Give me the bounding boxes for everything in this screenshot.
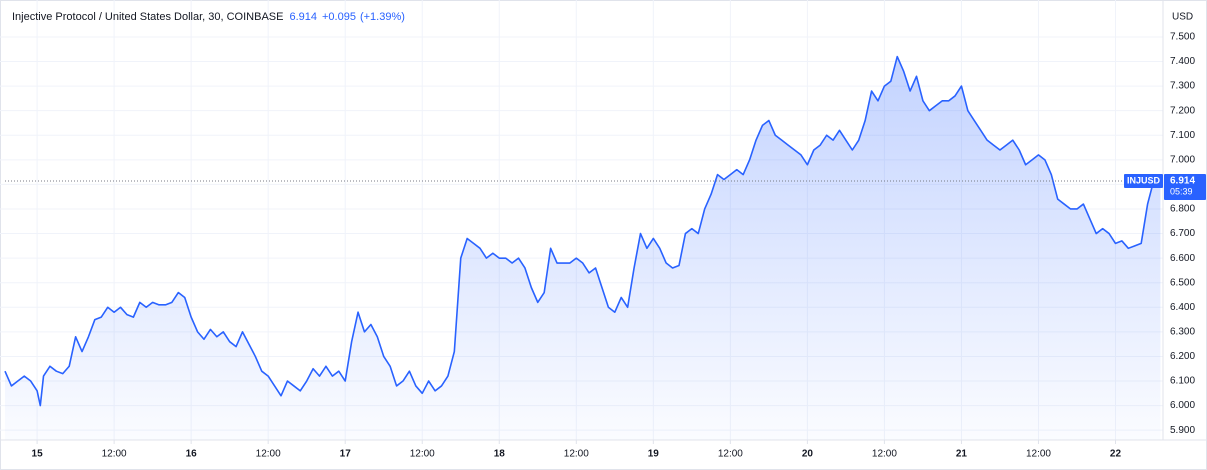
y-tick-label: 7.500: [1170, 32, 1195, 43]
y-tick-label: 7.200: [1170, 105, 1195, 116]
x-tick-label: 16: [186, 449, 198, 460]
x-tick-label: 12:00: [718, 449, 743, 460]
y-tick-label: 6.800: [1170, 204, 1195, 215]
y-tick-label: 7.400: [1170, 56, 1195, 67]
x-tick-label: 20: [802, 449, 814, 460]
y-tick-label: 6.500: [1170, 277, 1195, 288]
x-tick-label: 19: [648, 449, 660, 460]
x-tick-label: 17: [340, 449, 352, 460]
x-tick-label: 12:00: [102, 449, 127, 460]
x-tick-label: 18: [494, 449, 506, 460]
y-tick-label: 5.900: [1170, 425, 1195, 436]
header: Injective Protocol / United States Dolla…: [12, 11, 405, 23]
symbol-badge-label: INJUSD: [1127, 175, 1161, 185]
y-tick-label: 6.600: [1170, 253, 1195, 264]
change: +0.095: [322, 11, 356, 23]
y-tick-label: 6.100: [1170, 376, 1195, 387]
last-price: 6.914: [289, 11, 317, 23]
price-badge-value: 6.914: [1170, 176, 1195, 187]
x-tick-label: 12:00: [564, 449, 589, 460]
price-badge: [1164, 173, 1206, 200]
y-tick-label: 6.400: [1170, 302, 1195, 313]
change-percent: (+1.39%): [360, 11, 405, 23]
y-tick-label: 6.200: [1170, 351, 1195, 362]
symbol-badge: [1124, 173, 1163, 188]
price-badge-countdown: 05:39: [1170, 186, 1193, 196]
y-tick-label: 6.300: [1170, 327, 1195, 338]
y-tick-label: 7.300: [1170, 81, 1195, 92]
x-tick-label: 21: [956, 449, 968, 460]
symbol-title: Injective Protocol / United States Dolla…: [12, 11, 283, 23]
currency: USD: [1172, 12, 1193, 23]
y-tick-label: 7.100: [1170, 130, 1195, 141]
x-tick-label: 22: [1110, 449, 1122, 460]
y-tick-label: 6.000: [1170, 400, 1195, 411]
axes: 5.900 6.000 6.100 6.200 6.300 6.400 6.500 6.600…: [32, 32, 1206, 460]
x-tick-label: 12:00: [410, 449, 435, 460]
x-tick-label: 12:00: [256, 449, 281, 460]
x-tick-label: 15: [32, 449, 44, 460]
y-tick-label: 7.000: [1170, 154, 1195, 165]
price-line: [4, 55, 1161, 407]
x-tick-label: 12:00: [1026, 449, 1051, 460]
plot: [4, 55, 1163, 441]
x-tick-label: 12:00: [872, 449, 897, 460]
area-fill: [5, 56, 1161, 441]
y-tick-label: 6.700: [1170, 228, 1195, 239]
